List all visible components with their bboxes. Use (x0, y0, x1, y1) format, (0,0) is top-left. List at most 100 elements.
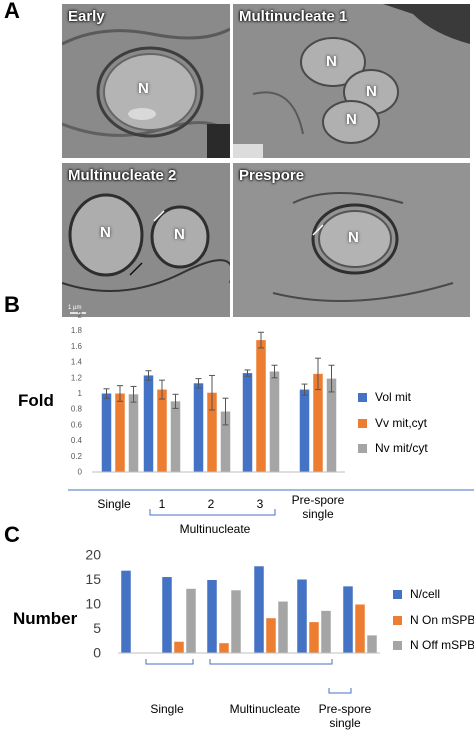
multinucleate-bracket (149, 509, 276, 516)
panel-c-plot: 0 5 10 15 20 (85, 547, 380, 694)
bar (157, 389, 167, 472)
y-tick-label: 0.6 (71, 420, 83, 429)
micrograph-early: Early N (62, 4, 230, 158)
micrograph-multinucleate-1-label: Multinucleate 1 (239, 8, 348, 25)
legend-swatch-n-on-mspb (393, 615, 402, 625)
bar (266, 618, 276, 653)
bar (193, 383, 204, 472)
bar (326, 378, 337, 472)
bar (299, 389, 310, 472)
panel-b-y-axis-label: Fold (18, 391, 54, 410)
y-tick-label: 0 (93, 645, 101, 661)
legend-swatch-nv-mit-cyt (358, 443, 367, 453)
bar (170, 401, 181, 472)
nucleus-label: N (366, 83, 377, 100)
bar (269, 371, 280, 472)
panel-b-x-label-1: 1 (158, 497, 166, 511)
legend-label-nv-mit-cyt: Nv mit/cyt (375, 441, 428, 455)
micrograph-prespore: Prespore N (233, 163, 470, 317)
y-tick-label: 15 (85, 571, 101, 587)
y-tick-label: 20 (85, 547, 101, 563)
nucleus-label: N (326, 53, 337, 70)
legend-n-cell: N/cell (393, 587, 440, 601)
y-tick-label: 1.8 (71, 326, 83, 335)
panel-a-letter: A (4, 0, 20, 23)
micrograph-multinucleate-2: Multinucleate 2 N N 1 µm (62, 163, 230, 317)
micrograph-prespore-label: Prespore (239, 167, 305, 184)
panel-c-group-label-multinucleate: Multinucleate (229, 702, 301, 716)
bar (231, 590, 241, 653)
bar (242, 373, 253, 472)
bar (220, 411, 231, 472)
micrograph-early-label: Early (68, 8, 105, 25)
panel-b-letter: B (4, 292, 20, 317)
bar (186, 588, 196, 653)
y-tick-label: 1.6 (71, 342, 83, 351)
bar (121, 570, 131, 653)
legend-swatch-n-cell (393, 589, 402, 599)
y-tick-label: 1 (78, 389, 83, 398)
panel-c-group-label-prespore-single: Pre-spore single (318, 702, 372, 730)
prespore-bracket (328, 688, 352, 694)
panel-b-plot: 0 0.2 0.4 0.6 0.8 1 1.2 1.4 1.6 1.8 2 (68, 311, 474, 516)
panel-b-x-label-single: Single (97, 497, 131, 511)
bar (128, 394, 139, 472)
micrograph-multinucleate-2-label: Multinucleate 2 (68, 167, 177, 184)
bar (256, 340, 266, 472)
panel-b-chart: 0 0.2 0.4 0.6 0.8 1 1.2 1.4 1.6 1.8 2 (0, 300, 474, 560)
y-tick-label: 0.8 (71, 405, 83, 414)
legend-swatch-vv-mit-cyt (358, 418, 367, 428)
bar (355, 604, 365, 653)
bar (207, 579, 217, 653)
bar (343, 586, 353, 653)
scale-bar-label: 1 µm (68, 305, 82, 311)
panel-b-x-label-2: 2 (207, 497, 215, 511)
bar (162, 577, 172, 653)
legend-swatch-n-off-mspb (393, 640, 402, 650)
bar (367, 635, 377, 653)
micrograph-multinucleate-1-image (233, 4, 470, 158)
multinucleate-bracket (209, 659, 333, 665)
panel-b-group-label-multinucleate: Multinucleate (179, 522, 251, 536)
panel-c-letter: C (4, 522, 20, 547)
bar (321, 610, 331, 653)
y-tick-label: 1.4 (71, 358, 83, 367)
legend-label-vol-mit: Vol mit (375, 390, 412, 404)
nucleus-label: N (138, 80, 149, 97)
bar (278, 601, 288, 653)
panel-c-chart: 0 5 10 15 20 (0, 540, 474, 733)
bar (219, 643, 229, 653)
legend-vv-mit-cyt: Vv mit,cyt (358, 416, 427, 430)
y-tick-label: 10 (85, 596, 101, 612)
nucleus-label: N (100, 224, 111, 241)
single-bracket (145, 659, 194, 665)
y-tick-label: 0 (78, 468, 83, 477)
legend-label-vv-mit-cyt: Vv mit,cyt (375, 416, 428, 430)
y-tick-label: 0.4 (71, 436, 83, 445)
nucleus-label: N (346, 111, 357, 128)
y-tick-label: 2 (78, 311, 83, 320)
panel-c-group-label-single: Single (150, 702, 184, 716)
legend-nv-mit-cyt: Nv mit/cyt (358, 441, 428, 455)
bar (297, 579, 307, 653)
panel-b-x-label-3: 3 (256, 497, 264, 511)
bar (115, 393, 125, 472)
panel-c-y-axis-label: Number (13, 609, 78, 628)
legend-label-n-cell: N/cell (410, 587, 441, 601)
legend-n-off-mspb: N Off mSPB (393, 638, 474, 652)
legend-vol-mit: Vol mit (358, 390, 411, 404)
micrograph-multinucleate-2-image (62, 163, 230, 317)
legend-n-on-mspb: N On mSPB (393, 613, 474, 627)
panel-b-x-label-prespore-single: Pre-spore single (291, 493, 345, 521)
bar (174, 641, 184, 653)
micrograph-early-image (62, 4, 230, 158)
nucleus-label: N (348, 229, 359, 246)
bar (207, 392, 217, 472)
y-tick-label: 0.2 (71, 452, 83, 461)
legend-label-n-on-mspb: N On mSPB (410, 613, 474, 627)
bar (143, 375, 154, 472)
bar (101, 393, 112, 472)
y-tick-label: 5 (93, 620, 101, 636)
nucleus-label: N (174, 226, 185, 243)
legend-label-n-off-mspb: N Off mSPB (410, 638, 474, 652)
